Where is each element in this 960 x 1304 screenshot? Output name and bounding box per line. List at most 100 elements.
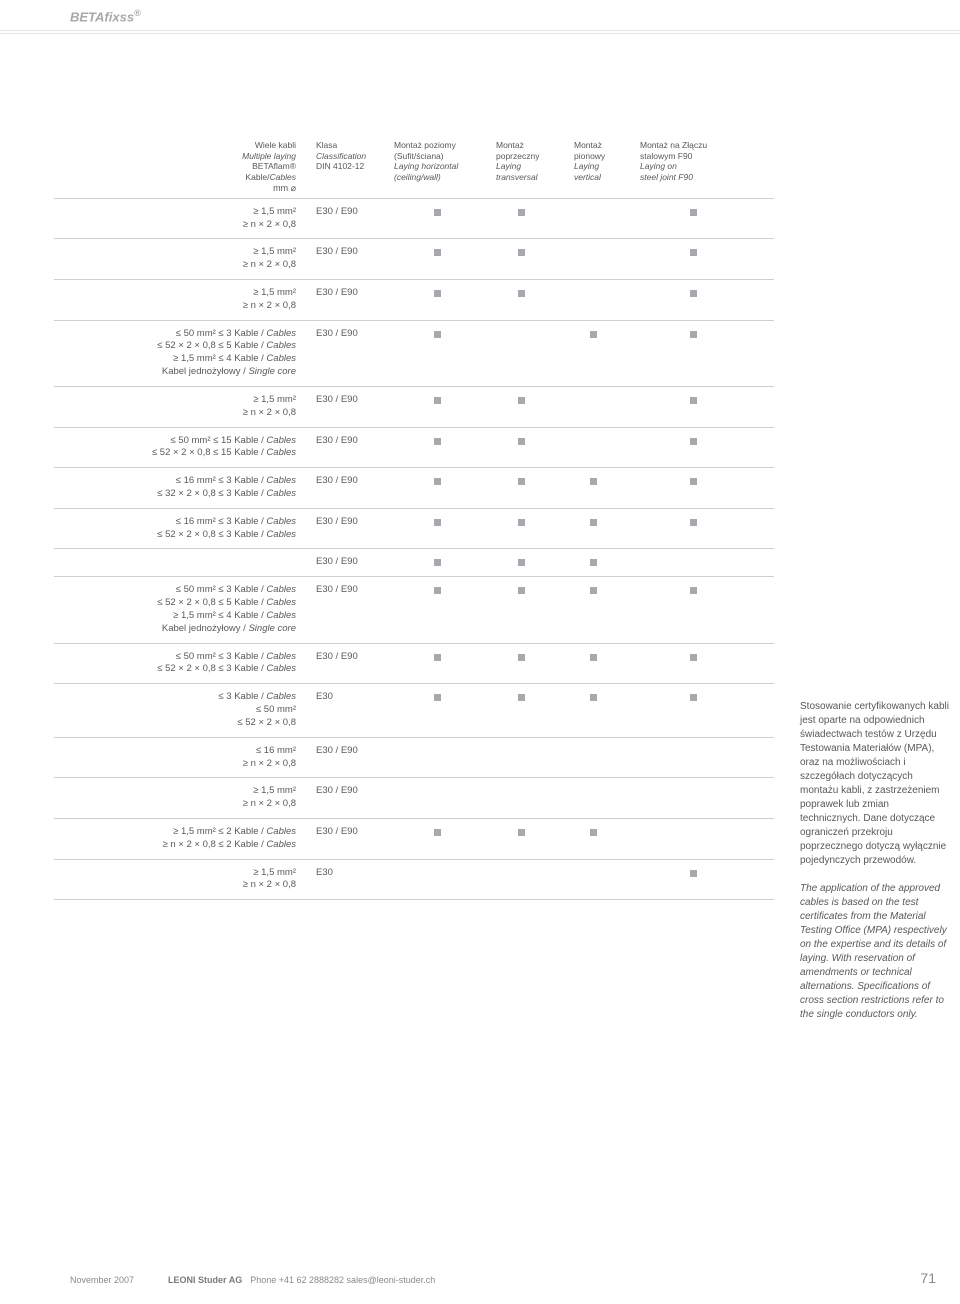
square-icon	[518, 438, 525, 445]
square-icon	[690, 438, 697, 445]
row-mark-vertical	[574, 516, 640, 529]
h-c5-l2: pionowy	[574, 151, 640, 162]
row-mark-horizontal	[394, 287, 496, 300]
square-icon	[590, 587, 597, 594]
square-icon	[690, 249, 697, 256]
h-c1-l3: BETAflam®	[54, 161, 296, 172]
h-c6-l4: steel joint F90	[640, 172, 750, 183]
table-row: ≤ 50 mm² ≤ 3 Kable / Cables≤ 52 × 2 × 0,…	[54, 321, 774, 387]
square-icon	[518, 290, 525, 297]
brand-title: BETAfixss®	[70, 8, 141, 24]
row-class: E30 / E90	[316, 745, 394, 756]
row-mark-vertical	[574, 584, 640, 597]
square-icon	[590, 654, 597, 661]
row-mark-transversal	[496, 206, 574, 219]
row-mark-transversal	[496, 435, 574, 448]
row-mark-horizontal	[394, 394, 496, 407]
h-c6-l1: Montaż na Złączu	[640, 140, 750, 151]
row-class: E30 / E90	[316, 328, 394, 339]
row-spec: ≥ 1,5 mm²≥ n × 2 × 0,8	[54, 785, 316, 811]
row-mark-horizontal	[394, 328, 496, 341]
square-icon	[590, 519, 597, 526]
row-class: E30 / E90	[316, 206, 394, 217]
square-icon	[434, 654, 441, 661]
table-row: ≤ 16 mm² ≤ 3 Kable / Cables≤ 32 × 2 × 0,…	[54, 468, 774, 509]
table-row: E30 / E90	[54, 549, 774, 577]
row-spec: ≥ 1,5 mm²≥ n × 2 × 0,8	[54, 287, 316, 313]
row-mark-steel	[640, 867, 750, 880]
square-icon	[590, 829, 597, 836]
table-row: ≤ 16 mm² ≤ 3 Kable / Cables≤ 52 × 2 × 0,…	[54, 509, 774, 550]
row-mark-steel	[640, 287, 750, 300]
h-c4-l4: transversal	[496, 172, 574, 183]
square-icon	[690, 331, 697, 338]
square-icon	[518, 397, 525, 404]
row-mark-horizontal	[394, 826, 496, 839]
header-col4: Montaż poprzeczny Laying transversal	[496, 140, 574, 194]
row-class: E30	[316, 691, 394, 702]
row-class: E30 / E90	[316, 651, 394, 662]
row-mark-steel	[640, 516, 750, 529]
square-icon	[518, 249, 525, 256]
row-mark-vertical	[574, 691, 640, 704]
row-class: E30 / E90	[316, 584, 394, 595]
row-spec: ≥ 1,5 mm²≥ n × 2 × 0,8	[54, 867, 316, 893]
row-mark-horizontal	[394, 246, 496, 259]
square-icon	[690, 654, 697, 661]
row-class: E30 / E90	[316, 785, 394, 796]
square-icon	[434, 249, 441, 256]
row-mark-steel	[640, 475, 750, 488]
square-icon	[590, 694, 597, 701]
table-row: ≥ 1,5 mm²≥ n × 2 × 0,8E30 / E90	[54, 239, 774, 280]
square-icon	[434, 829, 441, 836]
row-class: E30 / E90	[316, 435, 394, 446]
table-row: ≤ 3 Kable / Cables≤ 50 mm²≤ 52 × 2 × 0,8…	[54, 684, 774, 737]
table-row: ≥ 1,5 mm²≥ n × 2 × 0,8E30 / E90	[54, 280, 774, 321]
row-mark-horizontal	[394, 556, 496, 569]
row-mark-steel	[640, 651, 750, 664]
main-content: Wiele kabli Multiple laying BETAflam® Ka…	[54, 140, 918, 900]
row-mark-vertical	[574, 328, 640, 341]
h-c1-l5: mm ⌀	[54, 183, 296, 194]
row-mark-transversal	[496, 516, 574, 529]
row-mark-transversal	[496, 584, 574, 597]
table-row: ≥ 1,5 mm² ≤ 2 Kable / Cables≥ n × 2 × 0,…	[54, 819, 774, 860]
header-col5: Montaż pionowy Laying vertical	[574, 140, 640, 194]
h-c2-l2: Classification	[316, 151, 394, 162]
square-icon	[434, 478, 441, 485]
row-mark-transversal	[496, 826, 574, 839]
row-mark-horizontal	[394, 516, 496, 529]
page-footer: November 2007 LEONI Studer AG Phone +41 …	[70, 1270, 936, 1286]
square-icon	[434, 209, 441, 216]
square-icon	[690, 587, 697, 594]
row-class: E30 / E90	[316, 394, 394, 405]
row-mark-vertical	[574, 556, 640, 569]
row-class: E30 / E90	[316, 287, 394, 298]
h-c6-l2: stalowym F90	[640, 151, 750, 162]
square-icon	[518, 559, 525, 566]
row-mark-steel	[640, 394, 750, 407]
brand-sup: ®	[134, 8, 141, 18]
row-class: E30 / E90	[316, 556, 394, 567]
square-icon	[434, 559, 441, 566]
row-spec: ≥ 1,5 mm²≥ n × 2 × 0,8	[54, 206, 316, 232]
h-c6-l3: Laying on	[640, 161, 750, 172]
sidebar-note: Stosowanie certyfikowanych kabli jest op…	[800, 700, 950, 1036]
row-mark-steel	[640, 206, 750, 219]
row-mark-transversal	[496, 475, 574, 488]
square-icon	[590, 559, 597, 566]
square-icon	[518, 654, 525, 661]
square-icon	[518, 829, 525, 836]
square-icon	[434, 438, 441, 445]
row-mark-transversal	[496, 246, 574, 259]
square-icon	[518, 478, 525, 485]
header-col6: Montaż na Złączu stalowym F90 Laying on …	[640, 140, 750, 194]
row-class: E30 / E90	[316, 246, 394, 257]
table-row: ≥ 1,5 mm²≥ n × 2 × 0,8E30 / E90	[54, 199, 774, 240]
square-icon	[690, 519, 697, 526]
row-mark-horizontal	[394, 691, 496, 704]
square-icon	[590, 331, 597, 338]
row-mark-steel	[640, 584, 750, 597]
spec-table: Wiele kabli Multiple laying BETAflam® Ka…	[54, 140, 774, 900]
row-spec: ≤ 16 mm² ≤ 3 Kable / Cables≤ 52 × 2 × 0,…	[54, 516, 316, 542]
